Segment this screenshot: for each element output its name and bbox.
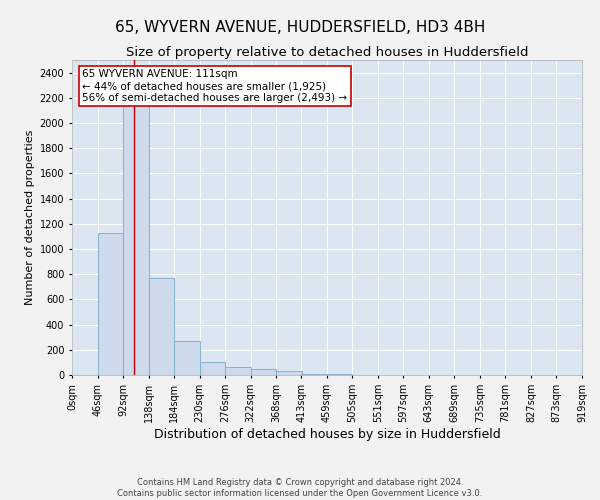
Text: Contains HM Land Registry data © Crown copyright and database right 2024.
Contai: Contains HM Land Registry data © Crown c… bbox=[118, 478, 482, 498]
Bar bbox=[301, 374, 327, 375]
Bar bbox=[225, 368, 251, 375]
Bar bbox=[251, 370, 276, 375]
Text: 65 WYVERN AVENUE: 111sqm
← 44% of detached houses are smaller (1,925)
56% of sem: 65 WYVERN AVENUE: 111sqm ← 44% of detach… bbox=[82, 70, 347, 102]
X-axis label: Distribution of detached houses by size in Huddersfield: Distribution of detached houses by size … bbox=[154, 428, 500, 440]
Text: 65, WYVERN AVENUE, HUDDERSFIELD, HD3 4BH: 65, WYVERN AVENUE, HUDDERSFIELD, HD3 4BH bbox=[115, 20, 485, 35]
Bar bbox=[149, 278, 174, 375]
Bar bbox=[174, 341, 200, 375]
Bar bbox=[123, 89, 149, 375]
Bar bbox=[200, 362, 225, 375]
Y-axis label: Number of detached properties: Number of detached properties bbox=[25, 130, 35, 305]
Bar bbox=[98, 232, 123, 375]
Title: Size of property relative to detached houses in Huddersfield: Size of property relative to detached ho… bbox=[126, 46, 528, 59]
Bar bbox=[327, 374, 352, 375]
Bar bbox=[276, 371, 302, 375]
